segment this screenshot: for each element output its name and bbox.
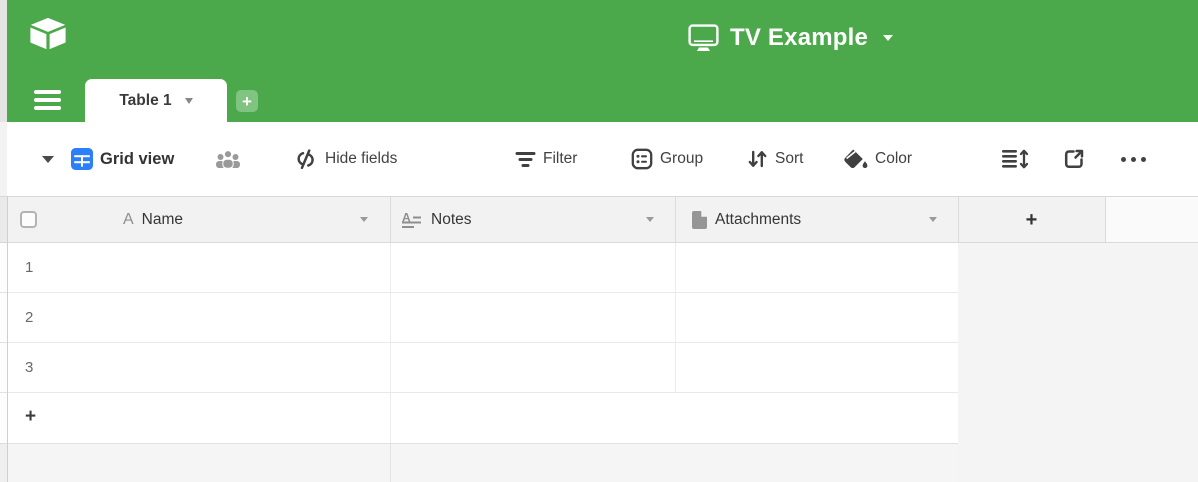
row-height-button[interactable] (1001, 122, 1029, 196)
column-menu-chevron-icon[interactable] (360, 217, 368, 222)
svg-text:A: A (402, 211, 411, 225)
long-text-icon: A (402, 211, 423, 229)
chevron-down-icon (42, 155, 54, 163)
chevron-down-icon (883, 35, 894, 41)
tab-table-1[interactable]: Table 1 (85, 79, 227, 122)
paint-bucket-icon (842, 148, 868, 170)
more-options-button[interactable] (1121, 122, 1146, 196)
group-label: Group (660, 150, 704, 167)
attachment-icon (692, 210, 707, 229)
hide-fields-icon (293, 148, 318, 170)
airtable-logo[interactable] (28, 16, 68, 51)
header-right-spacer (1106, 197, 1198, 242)
tab-label: Table 1 (119, 91, 172, 109)
plus-icon: + (1025, 208, 1038, 231)
column-name: Attachments (715, 210, 802, 228)
select-all-checkbox[interactable] (20, 211, 37, 228)
page-title: TV Example (730, 24, 869, 51)
row-number: 2 (25, 309, 34, 326)
sort-icon (747, 149, 768, 169)
monitor-icon (688, 24, 719, 52)
more-icon (1121, 156, 1146, 162)
plus-icon: + (25, 406, 37, 427)
grid-column-headers: A Name A Notes Attachments + (8, 196, 1198, 243)
chevron-down-icon (184, 97, 193, 104)
row-height-icon (1001, 148, 1029, 170)
table-row[interactable]: 2 (8, 293, 958, 343)
row-number: 1 (25, 259, 34, 276)
share-icon (1062, 147, 1086, 171)
column-name: Notes (431, 210, 472, 228)
color-button[interactable]: Color (842, 122, 912, 196)
grid-background (958, 243, 1198, 482)
plus-icon: + (242, 91, 252, 111)
table-row[interactable]: 1 (8, 243, 958, 293)
view-sidebar-toggle[interactable] (42, 122, 54, 196)
hide-fields-button[interactable]: Hide fields (293, 122, 397, 196)
hide-fields-label: Hide fields (325, 150, 398, 167)
view-switcher[interactable]: Grid view (71, 122, 174, 196)
grid-view-icon (71, 148, 93, 170)
row-number: 3 (25, 359, 34, 376)
group-button[interactable]: Group (631, 122, 703, 196)
view-name: Grid view (100, 149, 175, 168)
single-line-text-icon: A (123, 210, 134, 228)
add-row-button[interactable]: + (8, 393, 958, 444)
group-icon (631, 148, 653, 170)
column-name: Name (141, 210, 184, 228)
collaborators-icon (213, 149, 243, 170)
share-view-button[interactable] (1062, 122, 1086, 196)
sort-button[interactable]: Sort (747, 122, 803, 196)
column-header-name[interactable]: A Name (123, 197, 183, 242)
table-row[interactable]: 3 (8, 343, 958, 393)
add-table-button[interactable]: + (236, 90, 258, 112)
collaborators-button[interactable] (213, 122, 243, 196)
add-field-button[interactable]: + (958, 197, 1105, 242)
base-title[interactable]: TV Example (688, 24, 894, 52)
filter-button[interactable]: Filter (515, 122, 577, 196)
background-window-sliver (0, 0, 8, 482)
sort-label: Sort (775, 150, 804, 167)
column-header-notes[interactable]: A Notes (402, 197, 472, 242)
grid-footer (8, 444, 958, 482)
column-menu-chevron-icon[interactable] (646, 217, 654, 222)
view-toolbar: Grid view Hide fields (7, 122, 1198, 196)
filter-label: Filter (543, 150, 578, 167)
color-label: Color (875, 150, 913, 167)
menu-icon[interactable] (34, 90, 61, 110)
filter-icon (515, 151, 536, 168)
column-header-attachments[interactable]: Attachments (692, 197, 801, 242)
column-menu-chevron-icon[interactable] (929, 217, 937, 222)
